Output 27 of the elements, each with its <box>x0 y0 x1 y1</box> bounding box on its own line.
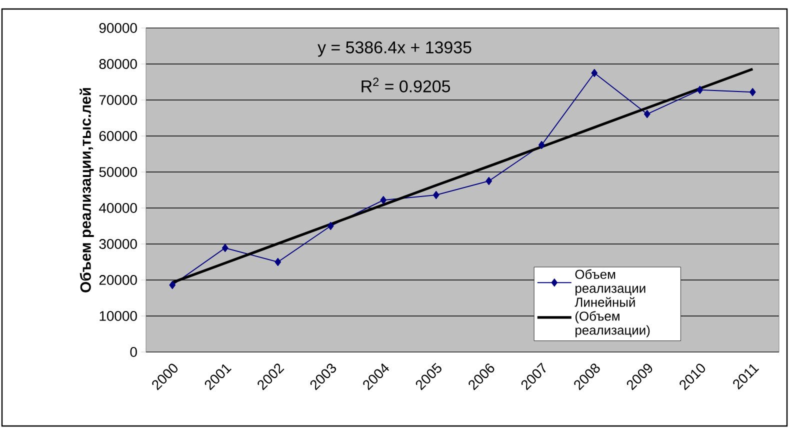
point <box>169 280 176 290</box>
point <box>696 86 704 94</box>
point <box>432 190 440 200</box>
point <box>327 222 334 230</box>
point <box>644 110 650 118</box>
y-tick-label: 10000 <box>100 311 137 321</box>
legend-label: Объем реализации <box>575 269 646 296</box>
point <box>274 258 282 266</box>
y-tick-label: 80000 <box>99 59 137 69</box>
y-tick-label: 30000 <box>99 239 137 249</box>
point <box>591 68 598 78</box>
point <box>380 196 387 204</box>
y-tick-label: 60000 <box>99 131 137 141</box>
point <box>486 176 492 186</box>
legend-label: Линейный (Объем реализации) <box>574 297 650 338</box>
y-tick-label: 0 <box>130 347 137 357</box>
annotation: R$^{2}$ = 0.9205 <box>362 78 450 92</box>
y-tick-label: 90000 <box>99 23 137 33</box>
y-tick-label: 40000 <box>99 203 137 213</box>
y-tick-label: 50000 <box>99 167 137 177</box>
y-tick-label: 20000 <box>99 275 137 285</box>
point <box>749 88 756 96</box>
y-tick-label: 70000 <box>99 95 137 105</box>
y-axis-title: Объем реализации,тыс.лей <box>80 88 94 292</box>
point <box>538 140 545 150</box>
point <box>222 244 228 252</box>
annotation: y = 5386.4x + 13935 <box>318 41 472 57</box>
